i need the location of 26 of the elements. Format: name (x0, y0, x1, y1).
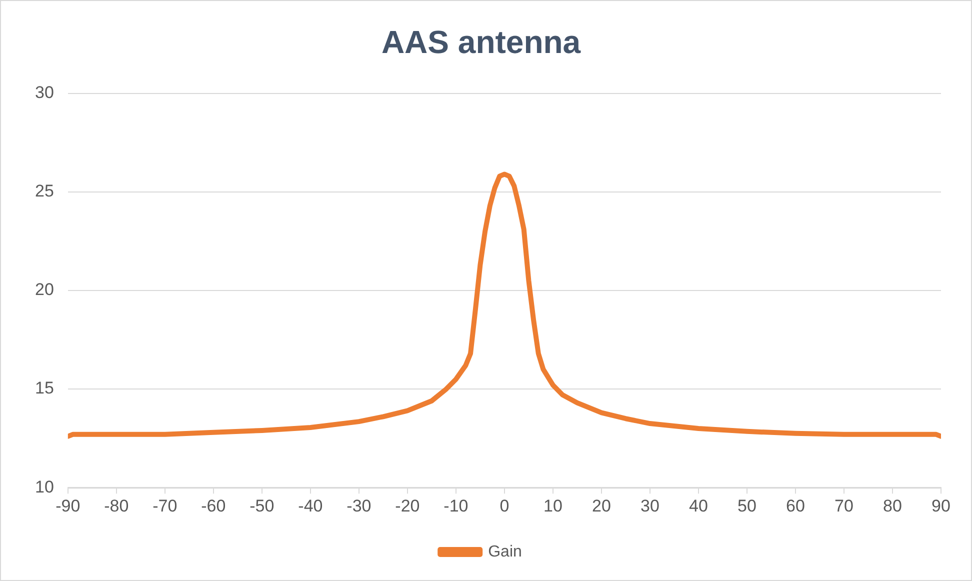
x-tick-label: 50 (738, 496, 756, 516)
x-tick-label: -70 (152, 496, 178, 516)
legend-label: Gain (488, 543, 522, 560)
x-tick-label: -30 (346, 496, 372, 516)
x-tick-label: -50 (250, 496, 274, 516)
y-tick-label: 10 (34, 477, 54, 496)
y-tick-label: 30 (34, 83, 54, 102)
x-tick-label: 20 (592, 496, 611, 516)
x-tick-label: -40 (298, 496, 323, 516)
x-tick-label: -20 (395, 496, 420, 516)
x-tick-label: -60 (201, 496, 226, 516)
x-tick-label: 0 (500, 496, 510, 516)
y-tick-label: 20 (34, 280, 54, 300)
x-tick-label: -90 (56, 496, 80, 516)
x-tick-label: 10 (544, 496, 562, 516)
chart-title: AAS antenna (381, 24, 581, 60)
x-tick-label: 80 (883, 496, 902, 516)
x-tick-label: -10 (444, 496, 468, 516)
x-tick-label: -80 (104, 496, 129, 516)
x-tick-label: 40 (689, 496, 708, 516)
x-tick-label: 60 (786, 496, 805, 516)
x-tick-label: 70 (834, 496, 854, 516)
x-tick-label: 30 (640, 496, 660, 516)
y-tick-label: 15 (34, 378, 54, 398)
x-tick-label: 90 (932, 496, 950, 516)
y-tick-label: 25 (34, 182, 54, 201)
